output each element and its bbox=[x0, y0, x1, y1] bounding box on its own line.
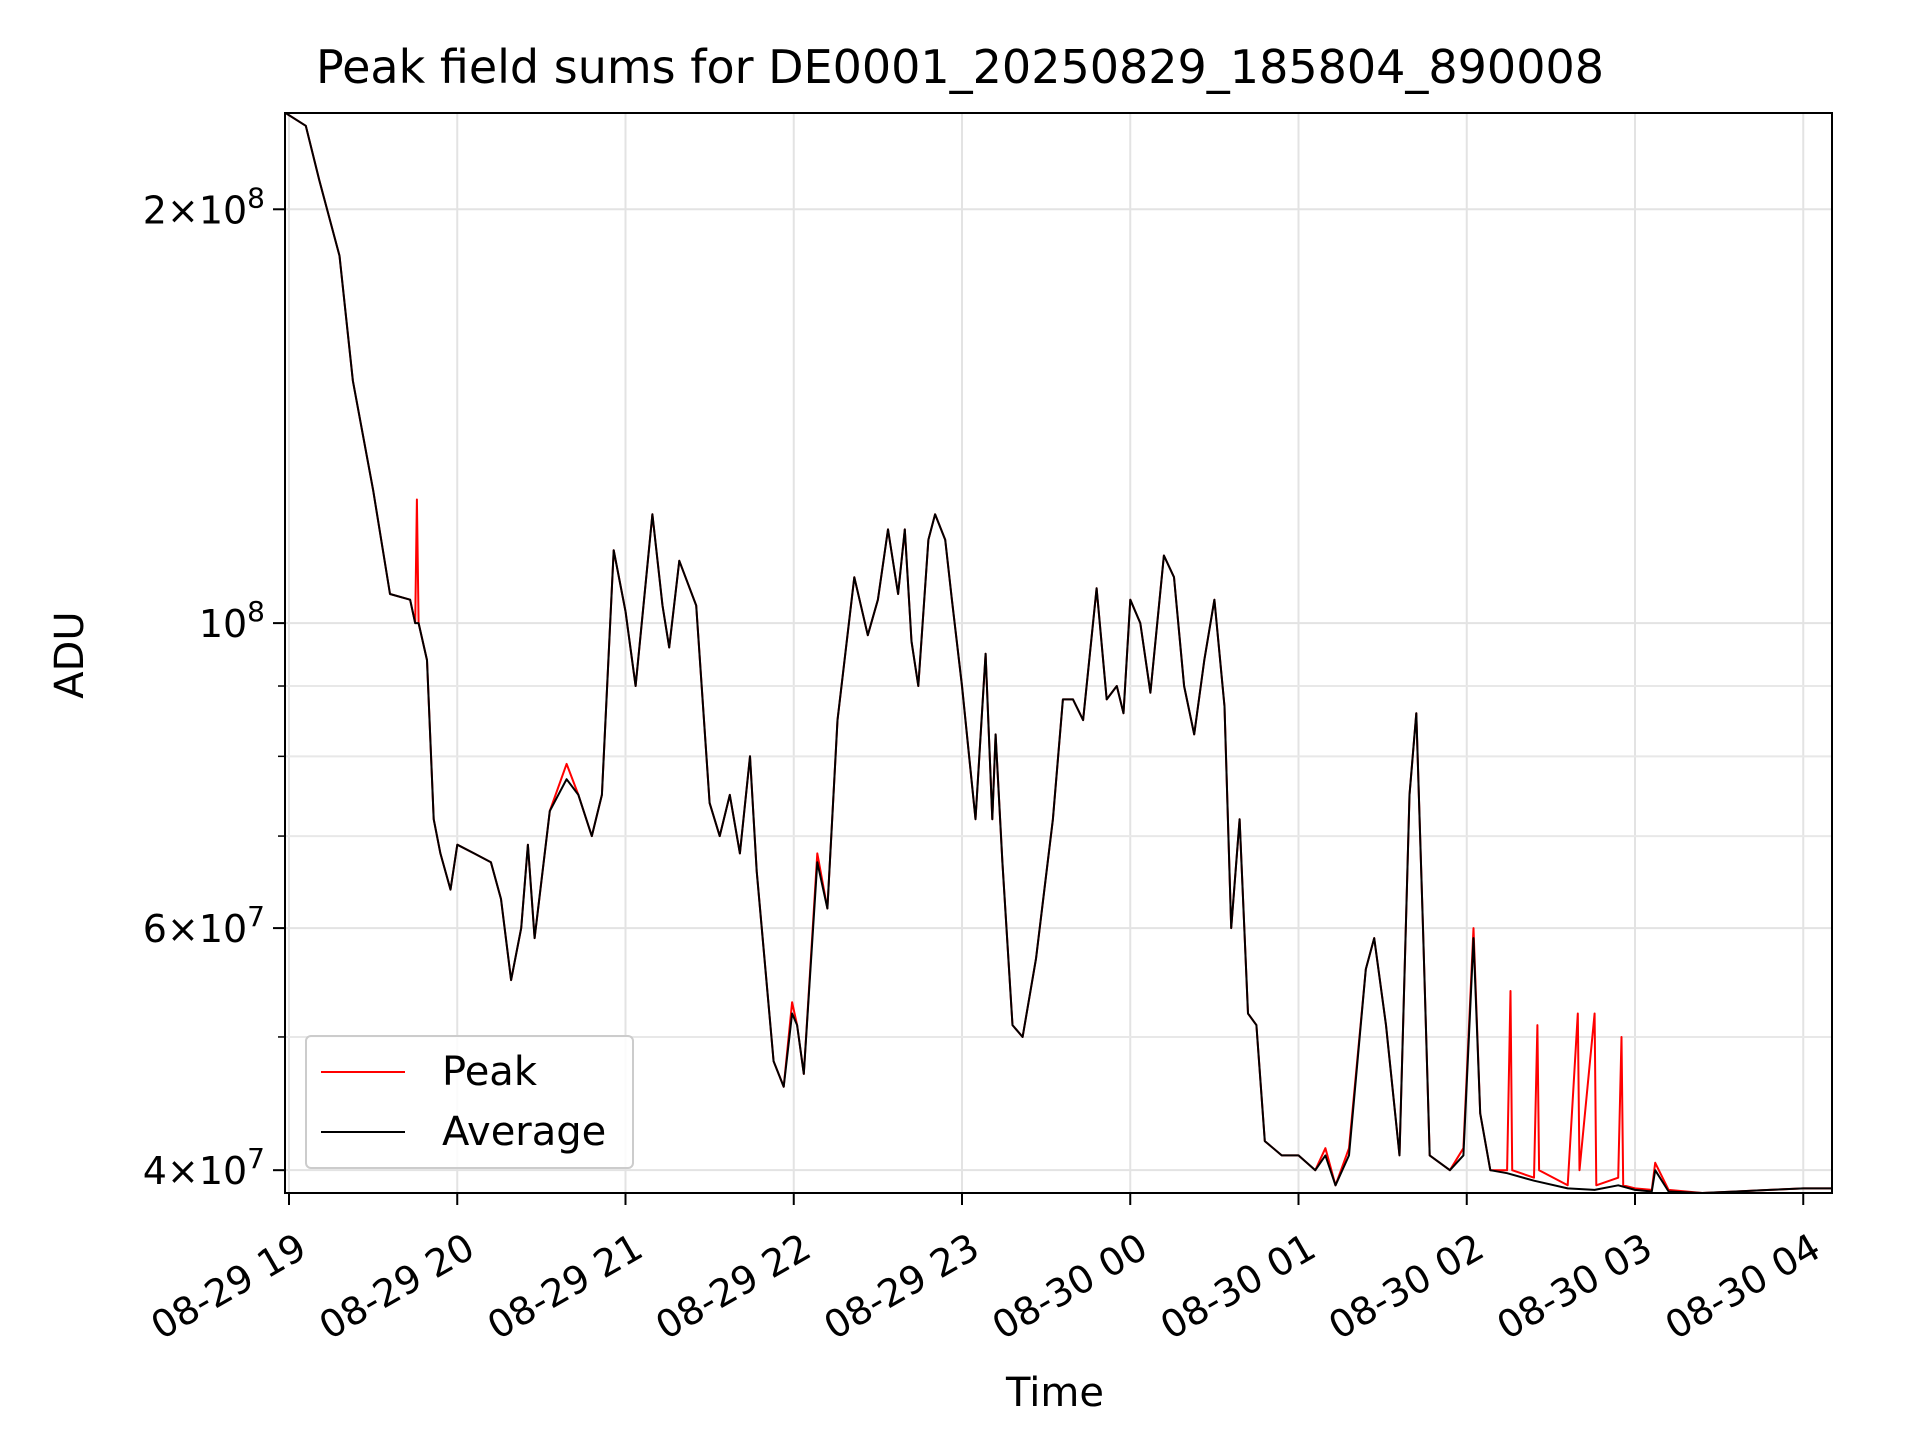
series-line-average bbox=[285, 113, 1832, 1193]
x-tick-label: 08-29 21 bbox=[480, 1225, 650, 1349]
x-tick-label: 08-30 04 bbox=[1658, 1225, 1828, 1349]
x-tick-label: 08-30 03 bbox=[1490, 1225, 1660, 1349]
x-tick-label: 08-30 02 bbox=[1321, 1225, 1491, 1349]
legend-item-peak: Peak bbox=[307, 1047, 632, 1097]
x-tick-label: 08-30 00 bbox=[985, 1225, 1155, 1349]
legend-label-peak: Peak bbox=[442, 1049, 537, 1095]
chart-title: Peak field sums for DE0001_20250829_1858… bbox=[316, 40, 1604, 94]
legend-swatch-peak bbox=[321, 1071, 405, 1073]
x-tick-label: 08-29 19 bbox=[144, 1225, 314, 1349]
x-axis-label: Time bbox=[1006, 1370, 1104, 1416]
y-tick-label: 6×107 bbox=[143, 900, 265, 951]
x-tick-label: 08-29 20 bbox=[312, 1225, 482, 1349]
plot-frame bbox=[284, 112, 1833, 1194]
x-tick-label: 08-30 01 bbox=[1153, 1225, 1323, 1349]
legend-swatch-average bbox=[321, 1131, 405, 1133]
y-axis-label: ADU bbox=[47, 611, 93, 699]
legend-item-average: Average bbox=[307, 1107, 632, 1157]
legend-label-average: Average bbox=[442, 1109, 607, 1155]
y-tick-label: 4×107 bbox=[143, 1142, 265, 1193]
x-tick-label: 08-29 22 bbox=[648, 1225, 818, 1349]
series-layer bbox=[285, 113, 1832, 1193]
legend: Peak Average bbox=[305, 1035, 634, 1169]
x-tick-label: 08-29 23 bbox=[817, 1225, 987, 1349]
grid-layer bbox=[285, 113, 1832, 1193]
y-tick-label: 2×108 bbox=[143, 181, 265, 232]
y-tick-label: 108 bbox=[199, 595, 265, 646]
